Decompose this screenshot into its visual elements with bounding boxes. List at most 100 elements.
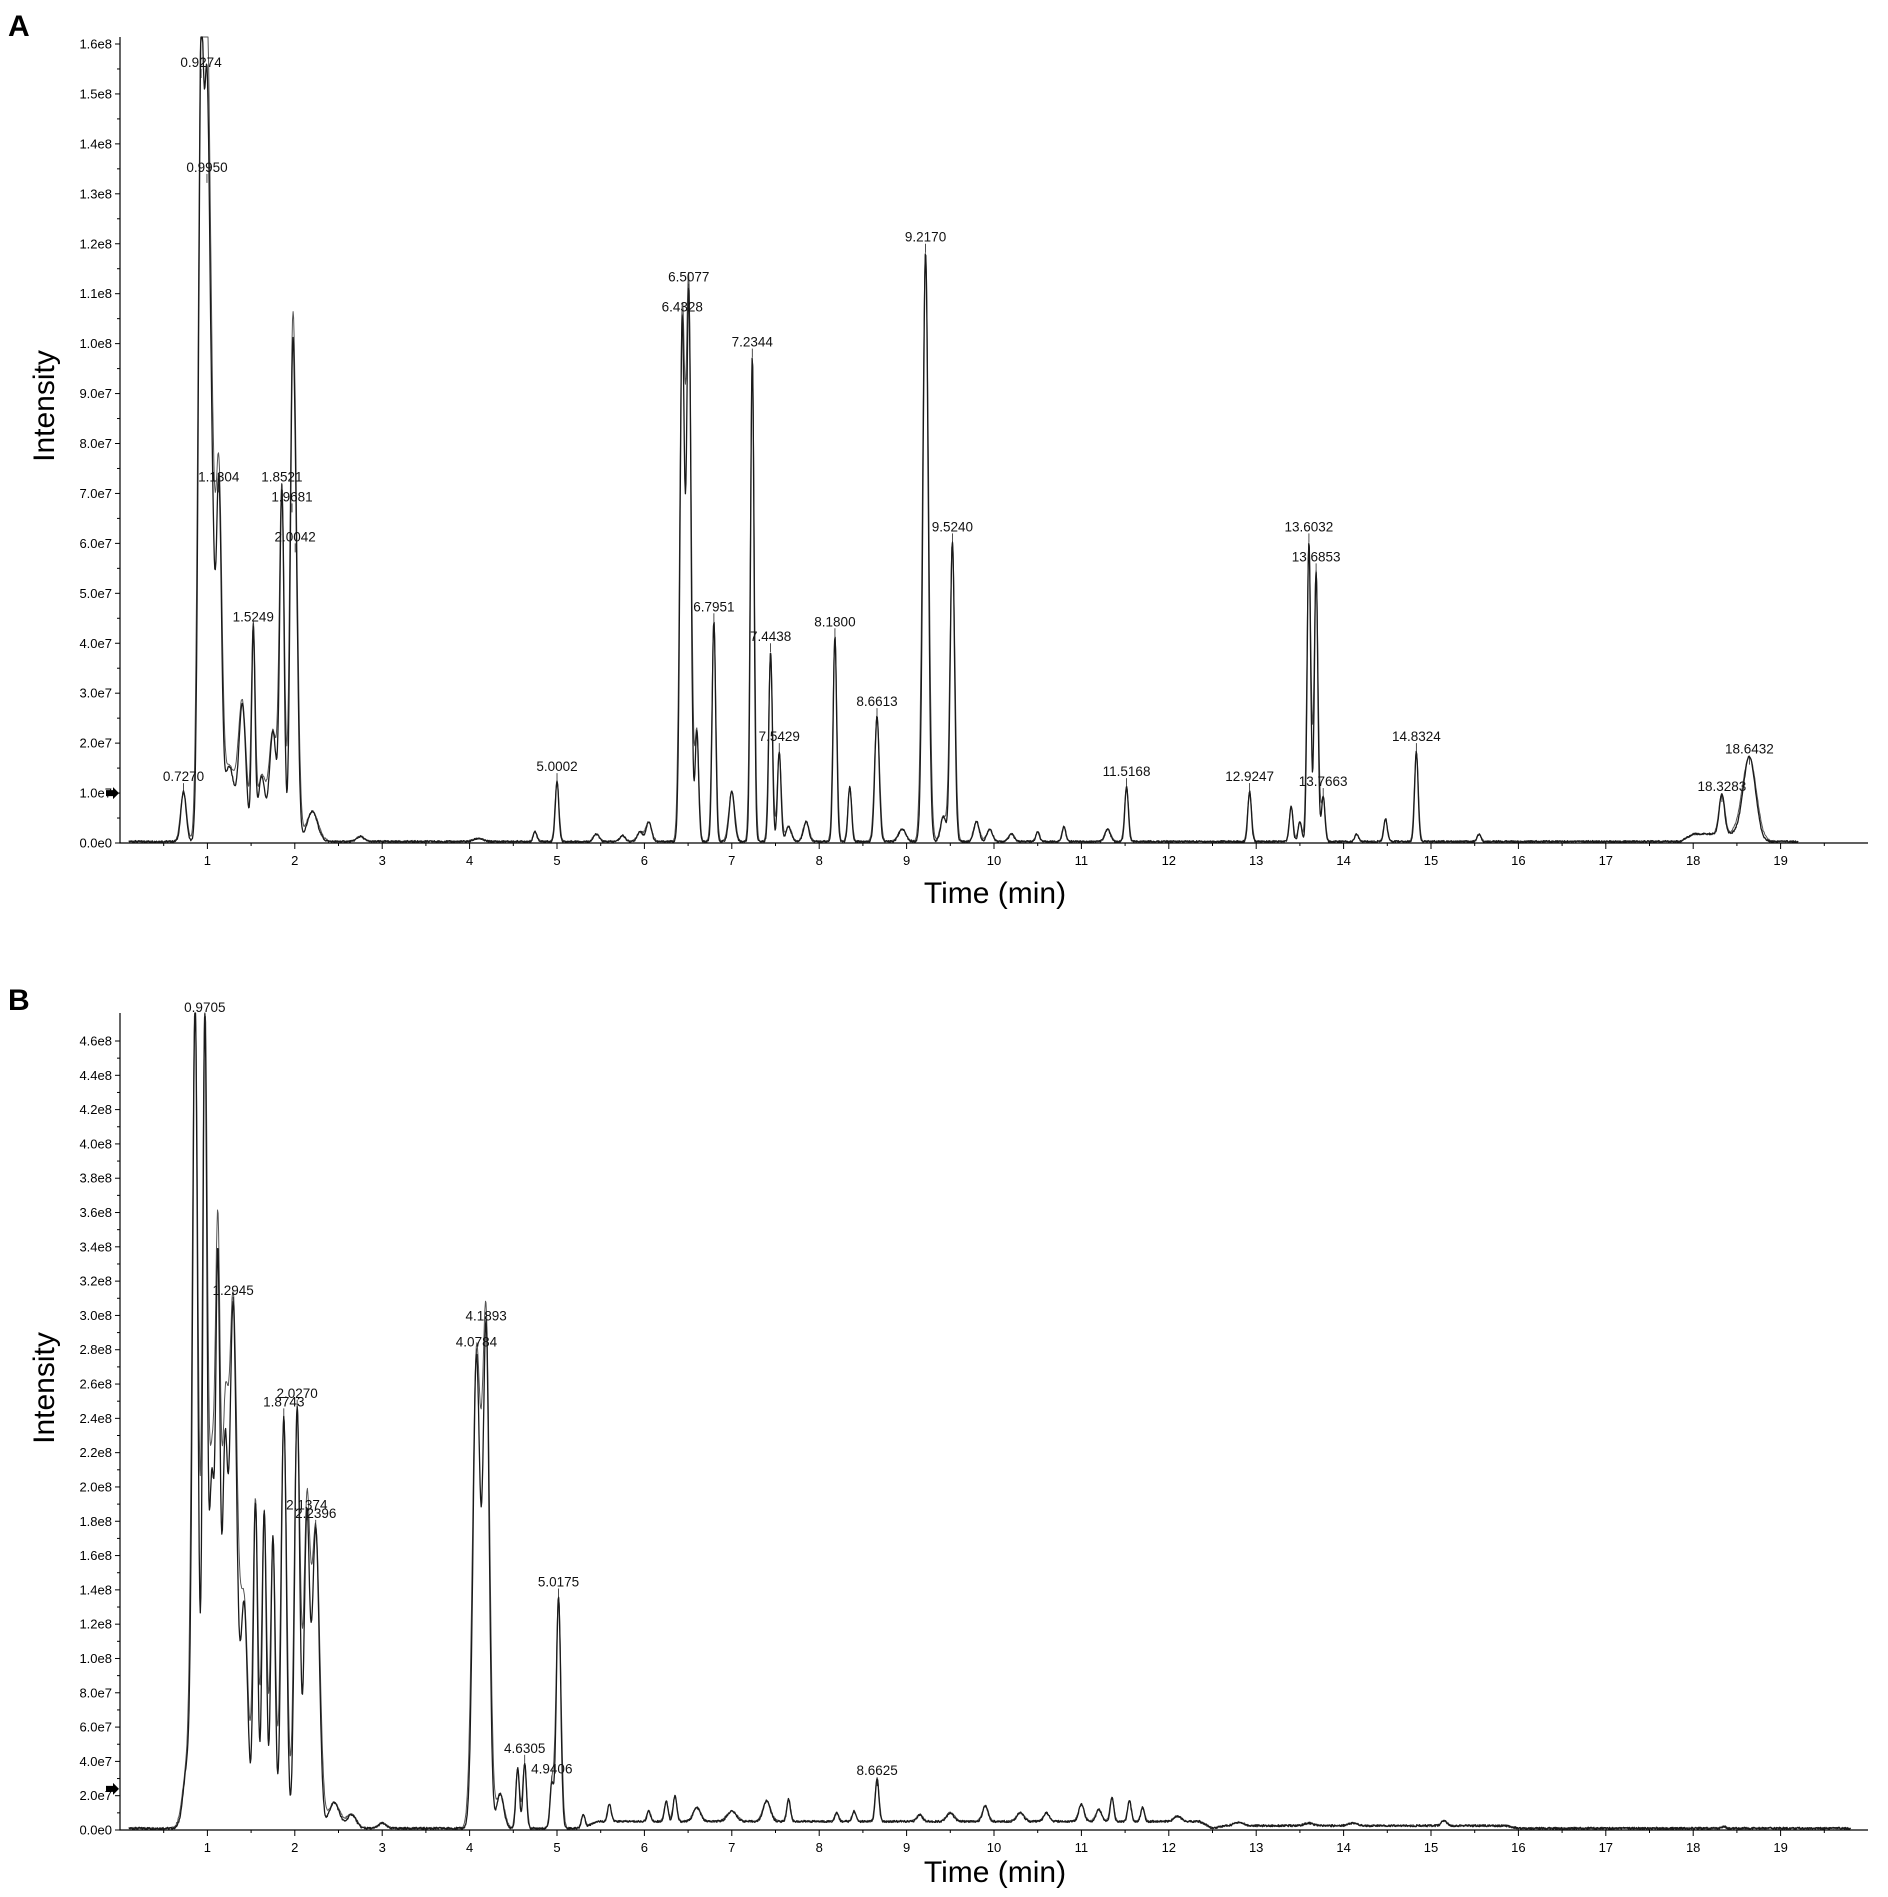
peak-label-a: 1.9681 (271, 489, 312, 504)
x-tick-label-a: 10 (987, 853, 1001, 868)
y-tick-label-b: 2.6e8 (79, 1377, 112, 1392)
y-tick-label-b: 3.2e8 (79, 1274, 112, 1289)
y-tick-label-b: 1.0e8 (79, 1651, 112, 1666)
peak-label-a: 12.9247 (1225, 769, 1274, 784)
x-tick-label-a: 19 (1773, 853, 1787, 868)
peak-label-a: 6.4328 (662, 300, 703, 315)
y-axis-title-a: Intensity (28, 350, 61, 462)
y-tick-label-b: 8.0e7 (79, 1685, 112, 1700)
x-tick-label-a: 5 (553, 853, 560, 868)
x-axis-title-b: Time (min) (924, 1856, 1066, 1889)
x-tick-label-a: 6 (641, 853, 648, 868)
peak-label-a: 11.5168 (1103, 764, 1151, 779)
x-tick-label-a: 8 (816, 853, 823, 868)
x-tick-label-b: 16 (1511, 1840, 1525, 1855)
x-tick-label-b: 13 (1249, 1840, 1263, 1855)
x-tick-label-b: 5 (553, 1840, 560, 1855)
peak-label-b: 4.9406 (531, 1761, 572, 1776)
x-tick-label-a: 11 (1075, 853, 1089, 868)
x-tick-label-a: 4 (466, 853, 473, 868)
chromatogram-panel-a: A Intensity Time (min) 0.0e0 1.0e7 2.0e7 3.… (8, 10, 1868, 910)
y-tick-label-b: 2.0e7 (79, 1788, 112, 1803)
y-tick-label-a: 1.0e8 (79, 336, 112, 351)
peak-label-a: 18.3283 (1697, 779, 1746, 794)
y-tick-label-b: 1.4e8 (79, 1582, 112, 1597)
y-tick-label-b: 1.6e8 (79, 1548, 112, 1563)
y-tick-label-b: 4.0e8 (79, 1136, 112, 1151)
x-tick-label-b: 6 (641, 1840, 648, 1855)
x-tick-label-b: 14 (1336, 1840, 1350, 1855)
x-tick-label-b: 19 (1773, 1840, 1787, 1855)
peak-label-a: 7.2344 (732, 335, 774, 350)
y-tick-label-b: 3.8e8 (79, 1171, 112, 1186)
y-tick-label-a: 1.0e7 (79, 786, 112, 801)
y-tick-label-a: 0.0e0 (79, 836, 112, 851)
y-tick-label-b: 3.0e8 (79, 1308, 112, 1323)
x-tick-label-b: 18 (1686, 1840, 1700, 1855)
y-tick-label-a: 1.4e8 (79, 136, 112, 151)
baseline-arrow-b (106, 1782, 119, 1795)
y-tick-label-a: 1.2e8 (79, 236, 112, 251)
trace-overlay-b (128, 1012, 1851, 1830)
x-tick-label-b: 4 (466, 1840, 473, 1855)
peak-label-b: 5.0175 (538, 1574, 579, 1589)
trace-overlay-a (128, 36, 1799, 843)
peak-label-b: 1.8743 (263, 1394, 304, 1409)
x-tick-label-b: 7 (728, 1840, 735, 1855)
x-tick-label-b: 17 (1599, 1840, 1613, 1855)
peak-label-a: 7.4438 (750, 629, 791, 644)
x-tick-label-b: 8 (816, 1840, 823, 1855)
peak-label-a: 9.2170 (905, 230, 946, 245)
peak-label-a: 13.7663 (1299, 774, 1348, 789)
peak-label-b: 2.1374 (286, 1497, 328, 1512)
y-tick-label-a: 7.0e7 (79, 486, 112, 501)
peak-label-a: 13.6032 (1285, 519, 1334, 534)
peak-label-a: 18.6432 (1725, 742, 1774, 757)
peak-label-b: 0.9705 (184, 1000, 225, 1015)
peak-label-b: 4.6305 (504, 1741, 545, 1756)
x-tick-label-b: 9 (903, 1840, 910, 1855)
y-tick-label-a: 9.0e7 (79, 386, 112, 401)
y-tick-label-b: 0.0e0 (79, 1823, 112, 1838)
x-tick-label-b: 2 (291, 1840, 298, 1855)
peak-label-a: 1.5249 (233, 609, 274, 624)
peak-label-a: 1.1304 (198, 469, 240, 484)
x-tick-label-a: 14 (1336, 853, 1350, 868)
y-tick-label-b: 4.2e8 (79, 1102, 112, 1117)
x-tick-label-b: 12 (1162, 1840, 1176, 1855)
peak-label-a: 8.1800 (814, 614, 855, 629)
axis-lines-a (119, 37, 1868, 844)
y-tick-label-b: 3.4e8 (79, 1239, 112, 1254)
peak-label-a: 0.9274 (180, 55, 222, 70)
peak-label-a: 6.7951 (693, 599, 734, 614)
y-tick-label-a: 3.0e7 (79, 686, 112, 701)
peak-label-a: 2.0042 (275, 529, 316, 544)
y-tick-label-b: 4.6e8 (79, 1034, 112, 1049)
y-tick-label-b: 2.0e8 (79, 1479, 112, 1494)
peak-label-a: 5.0002 (536, 759, 577, 774)
trace-main-b (128, 1012, 1852, 1830)
x-tick-label-a: 17 (1599, 853, 1613, 868)
y-tick-label-a: 6.0e7 (79, 536, 112, 551)
peak-label-a: 0.9950 (186, 160, 227, 175)
y-tick-label-b: 3.6e8 (79, 1205, 112, 1220)
x-tick-label-a: 2 (291, 853, 298, 868)
chromatogram-panel-b: B Intensity Time (min) 0.0e0 2.0e7 4.0e7 6.… (8, 984, 1868, 1889)
x-tick-label-b: 1 (204, 1840, 211, 1855)
peak-label-a: 14.8324 (1392, 729, 1441, 744)
y-tick-label-a: 1.3e8 (79, 186, 112, 201)
x-tick-label-a: 12 (1162, 853, 1176, 868)
peak-label-b: 2.2396 (295, 1506, 336, 1521)
x-tick-label-a: 9 (903, 853, 910, 868)
y-tick-label-b: 2.4e8 (79, 1411, 112, 1426)
peak-label-a: 7.5429 (759, 729, 800, 744)
panel-letter-b: B (8, 984, 30, 1017)
y-tick-label-a: 1.1e8 (79, 286, 112, 301)
panel-letter-a: A (8, 10, 30, 43)
peak-label-a: 6.5077 (668, 270, 709, 285)
x-tick-label-a: 3 (379, 853, 386, 868)
y-tick-label-b: 2.2e8 (79, 1445, 112, 1460)
y-tick-label-a: 5.0e7 (79, 586, 112, 601)
y-axis-title-b: Intensity (28, 1332, 61, 1444)
